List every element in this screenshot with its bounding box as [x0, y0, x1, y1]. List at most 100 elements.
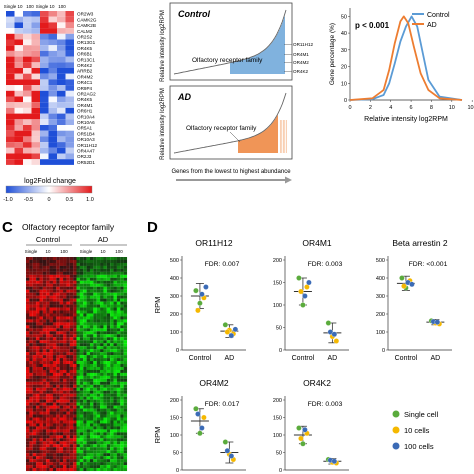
- heatmap-c-cell: [32, 343, 37, 347]
- dot-plot-point: [224, 447, 231, 454]
- heatmap-c-cell: [56, 408, 60, 412]
- heatmap-c-cell: [123, 456, 128, 460]
- heatmap-c-cell: [86, 298, 91, 302]
- heatmap-a-cell: [6, 62, 15, 68]
- heatmap-c-cell: [59, 447, 64, 451]
- heatmap-c-cell: [36, 399, 40, 403]
- heatmap-c-cell: [96, 369, 101, 373]
- heatmap-c-cell: [83, 313, 87, 317]
- heatmap-c-cell: [106, 361, 111, 365]
- heatmap-a-cell: [48, 68, 57, 74]
- heatmap-c-cell: [93, 277, 97, 281]
- heatmap-c-cell: [46, 265, 50, 269]
- heatmap-c-cell: [42, 280, 47, 284]
- ad-or-bar: [257, 134, 258, 153]
- heatmap-c-cell: [66, 426, 70, 430]
- control-or-bar: [232, 62, 233, 74]
- heatmap-c-cell: [59, 456, 64, 460]
- heatmap-c-cell: [56, 429, 60, 433]
- heatmap-a-cell: [14, 50, 23, 57]
- heatmap-c-cell: [110, 441, 114, 445]
- heatmap-c-cell: [56, 366, 60, 370]
- heatmap-c-cell: [73, 450, 77, 454]
- heatmap-c-cell: [83, 316, 87, 320]
- heatmap-c-cell: [103, 399, 107, 403]
- density-x-tick-label: 4: [389, 105, 392, 111]
- heatmap-c-cell: [56, 346, 60, 350]
- heatmap-c-cell: [46, 396, 50, 400]
- heatmap-c-cell: [86, 337, 91, 341]
- heatmap-a-cell: [6, 102, 15, 108]
- dot-plot-ylabel: RPM: [153, 297, 162, 314]
- heatmap-c-cell: [42, 328, 47, 332]
- heatmap-c-cell: [63, 352, 67, 356]
- heatmap-a-cell: [40, 102, 49, 108]
- heatmap-c-cell: [103, 316, 107, 320]
- heatmap-a-cell: [14, 79, 23, 86]
- heatmap-c-cell: [96, 259, 101, 263]
- heatmap-c-cell: [49, 337, 53, 341]
- heatmap-c-cell: [69, 268, 74, 272]
- density-y-tick-label: 10: [341, 81, 347, 87]
- heatmap-c-cell: [69, 298, 74, 302]
- heatmap-c-cell: [116, 396, 121, 400]
- heatmap-c-cell: [39, 420, 43, 424]
- heatmap-a-cell: [40, 68, 49, 74]
- heatmap-c-cell: [69, 426, 74, 430]
- heatmap-c-cell: [66, 420, 70, 424]
- heatmap-c-cell: [120, 274, 124, 278]
- heatmap-a-cell: [40, 147, 49, 154]
- heatmap-c-cell: [83, 298, 87, 302]
- heatmap-c-cell: [69, 358, 74, 362]
- heatmap-c-cell: [123, 331, 128, 335]
- heatmap-c-cell: [103, 331, 107, 335]
- heatmap-c-cell: [110, 259, 114, 263]
- heatmap-c-cell: [123, 361, 128, 365]
- heatmap-c-cell: [103, 405, 107, 409]
- heatmap-c-cell: [63, 268, 67, 272]
- heatmap-c-cell: [42, 355, 47, 359]
- heatmap-c-cell: [103, 369, 107, 373]
- heatmap-a-cell: [65, 33, 74, 40]
- heatmap-c-cell: [39, 328, 43, 332]
- heatmap-c-cell: [89, 402, 94, 406]
- heatmap-c-cell: [59, 444, 64, 448]
- heatmap-c-cell: [110, 393, 114, 397]
- heatmap-c-cell: [66, 286, 70, 290]
- heatmap-c-cell: [39, 283, 43, 287]
- heatmap-c-cell: [100, 399, 104, 403]
- heatmap-c-cell: [32, 304, 37, 308]
- heatmap-c-cell: [93, 257, 97, 261]
- heatmap-a-cell: [6, 147, 15, 154]
- heatmap-c-cell: [106, 280, 111, 284]
- heatmap-c-cell: [116, 411, 121, 415]
- heatmap-c-cell: [113, 408, 117, 412]
- heatmap-c-cell: [86, 447, 91, 451]
- heatmap-c-cell: [93, 381, 97, 385]
- heatmap-c-cell: [83, 292, 87, 296]
- heatmap-c-cell: [49, 429, 53, 433]
- heatmap-c-cell: [46, 465, 50, 469]
- heatmap-c-cell: [110, 358, 114, 362]
- dot-plot-title: OR4M2: [199, 378, 229, 388]
- ad-or-bar: [271, 124, 272, 153]
- heatmap-c-cell: [39, 349, 43, 353]
- heatmap-c-cell: [66, 396, 70, 400]
- heatmap-c-cell: [106, 355, 111, 359]
- heatmap-c-cell: [46, 414, 50, 418]
- heatmap-c-cell: [110, 426, 114, 430]
- heatmap-c-cell: [39, 295, 43, 299]
- heatmap-c-cell: [59, 438, 64, 442]
- heatmap-c-cell: [69, 468, 74, 472]
- heatmap-c-cell: [123, 405, 128, 409]
- heatmap-c-cell: [42, 307, 47, 311]
- heatmap-c-cell: [69, 411, 74, 415]
- heatmap-c-cell: [52, 289, 57, 293]
- heatmap-c-cell: [83, 378, 87, 382]
- control-or-bar: [268, 46, 269, 74]
- heatmap-c-cell: [42, 358, 47, 362]
- heatmap-c-cell: [32, 426, 37, 430]
- heatmap-c-cell: [116, 432, 121, 436]
- heatmap-c-cell: [69, 387, 74, 391]
- heatmap-c-cell: [86, 384, 91, 388]
